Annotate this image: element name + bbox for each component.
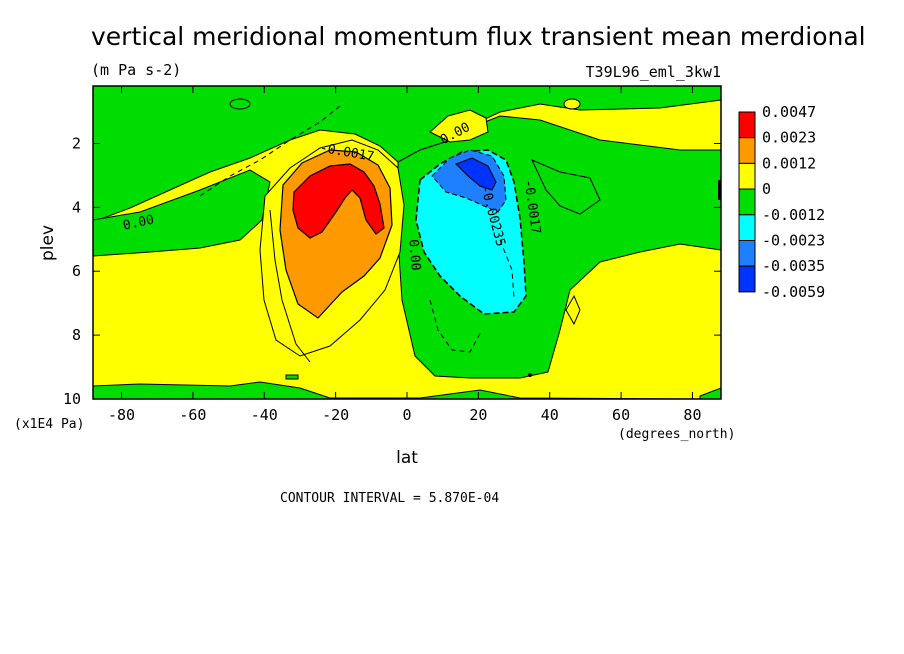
x-axis-label: lat xyxy=(396,448,418,468)
y-tick-label: 8 xyxy=(72,326,81,344)
legend-label: -0.0035 xyxy=(762,257,825,275)
legend-swatch xyxy=(738,240,756,267)
y-tick-label: 6 xyxy=(72,262,81,280)
legend-swatch xyxy=(738,188,756,216)
region-negative-darkblue xyxy=(455,157,497,191)
y-axis-units: (x1E4 Pa) xyxy=(14,417,84,432)
contour-line xyxy=(269,209,311,363)
region-positive-red xyxy=(292,163,385,239)
legend-label: -0.0012 xyxy=(762,206,825,224)
legend-label: 0.0023 xyxy=(762,129,816,147)
legend-label: 0 xyxy=(762,180,771,198)
x-tick-label: -60 xyxy=(179,406,206,424)
x-tick-label: -80 xyxy=(108,406,135,424)
legend-label: -0.0059 xyxy=(762,283,825,301)
region-positive-blob xyxy=(563,98,581,110)
contour-line xyxy=(565,294,581,326)
legend-swatch xyxy=(738,111,756,139)
legend-label: -0.0023 xyxy=(762,232,825,250)
region-negative-west xyxy=(93,169,271,257)
color-legend: 0.0047 0.0023 0.0012 0 -0.0012 -0.0023 -0.0035… xyxy=(738,103,825,301)
contour-label: 0.00 xyxy=(405,239,423,272)
legend-swatch xyxy=(738,162,756,190)
x-tick-label: 40 xyxy=(541,406,559,424)
plot-area xyxy=(93,86,721,399)
x-tick-label: 20 xyxy=(469,406,487,424)
region-negative-blob xyxy=(285,374,299,380)
region-negative-bottom xyxy=(93,381,721,399)
contour-dot xyxy=(528,373,532,377)
x-tick-label: -40 xyxy=(251,406,278,424)
x-axis: -80 -60 -40 -20 0 20 40 60 80 xyxy=(108,86,701,424)
y-tick-label: 4 xyxy=(72,198,81,216)
legend-label: 0.0047 xyxy=(762,103,816,121)
y-axis-label: plev xyxy=(38,225,58,261)
x-tick-label: 0 xyxy=(402,406,411,424)
contour-interval: CONTOUR INTERVAL = 5.870E-04 xyxy=(280,491,499,506)
y-tick-label: 2 xyxy=(72,134,81,152)
x-tick-label: -20 xyxy=(322,406,349,424)
region-negative-east-strip xyxy=(699,387,721,399)
chart-units: (m Pa s-2) xyxy=(91,61,181,79)
contour-line xyxy=(499,239,515,299)
legend-swatch xyxy=(738,137,756,164)
contour-label: 0.00 xyxy=(122,213,156,234)
dataset-label: T39L96_eml_3kw1 xyxy=(586,63,721,81)
x-tick-label: 60 xyxy=(612,406,630,424)
legend-swatch xyxy=(738,265,756,293)
x-tick-label: 80 xyxy=(683,406,701,424)
y-axis: 2 4 6 8 10 xyxy=(63,134,721,408)
contour-line xyxy=(429,299,483,353)
contour-line xyxy=(199,105,341,197)
contour-line xyxy=(530,159,601,215)
contour-dot xyxy=(718,180,721,200)
legend-label: 0.0012 xyxy=(762,154,816,172)
region-positive-top-patch xyxy=(429,109,489,143)
x-axis-units: (degrees_north) xyxy=(618,427,735,442)
legend-swatch xyxy=(738,214,756,242)
y-tick-label: 10 xyxy=(63,390,81,408)
region-negative-blob xyxy=(229,98,251,110)
chart-title: vertical meridional momentum flux transi… xyxy=(91,22,866,51)
